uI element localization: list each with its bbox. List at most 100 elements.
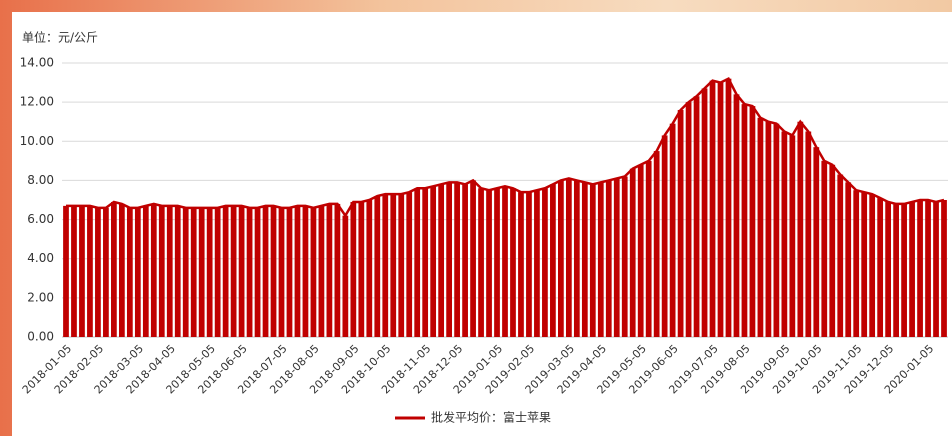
bar — [789, 135, 795, 337]
y-tick-label: 10.00 — [20, 134, 54, 148]
bar — [215, 208, 221, 337]
bar — [718, 83, 724, 337]
bar — [127, 208, 133, 337]
bar — [702, 88, 708, 337]
bar — [390, 194, 396, 337]
bar — [630, 169, 636, 337]
bar — [398, 194, 404, 337]
bar — [183, 208, 189, 337]
bar — [925, 200, 931, 337]
bar — [486, 190, 492, 337]
bar — [758, 118, 764, 337]
bar — [454, 182, 460, 337]
bar — [95, 208, 101, 337]
bar — [87, 206, 93, 337]
bar — [654, 151, 660, 337]
bar — [885, 202, 891, 337]
bar — [191, 208, 197, 337]
bar — [606, 180, 612, 337]
bar — [566, 178, 572, 337]
y-tick-label: 14.00 — [20, 56, 54, 70]
bar — [63, 206, 69, 337]
y-tick-label: 8.00 — [27, 173, 54, 187]
bar — [494, 188, 500, 337]
bar — [845, 182, 851, 337]
bar — [311, 208, 317, 337]
bar — [79, 206, 85, 337]
bar — [829, 165, 835, 337]
bar — [119, 204, 125, 337]
bar — [797, 122, 803, 337]
bar — [263, 206, 269, 337]
bar — [734, 94, 740, 337]
bar — [199, 208, 205, 337]
bar — [207, 208, 213, 337]
bar — [909, 202, 915, 337]
bar — [694, 96, 700, 337]
y-tick-label: 6.00 — [27, 212, 54, 226]
bar — [255, 208, 261, 337]
bar — [247, 208, 253, 337]
bar — [462, 184, 468, 337]
bar — [526, 192, 532, 337]
bar — [319, 206, 325, 337]
bar — [223, 206, 229, 337]
bar — [901, 204, 907, 337]
bar — [143, 206, 149, 337]
bar — [742, 104, 748, 337]
bar — [239, 206, 245, 337]
bar — [279, 208, 285, 337]
bar — [662, 135, 668, 337]
bar — [726, 79, 732, 337]
bar — [342, 216, 348, 337]
bar — [231, 206, 237, 337]
bar — [861, 192, 867, 337]
bar — [813, 147, 819, 337]
bar — [646, 161, 652, 337]
bar — [438, 184, 444, 337]
bar — [750, 106, 756, 337]
unit-label: 单位：元/公斤 — [22, 30, 98, 45]
bar — [430, 186, 436, 337]
bar — [271, 206, 277, 337]
bar — [350, 202, 356, 337]
bar — [167, 206, 173, 337]
bar — [574, 180, 580, 337]
bar — [933, 202, 939, 337]
bar — [877, 198, 883, 337]
bar — [103, 208, 109, 337]
bar — [406, 192, 412, 337]
bar — [558, 180, 564, 337]
bar — [686, 102, 692, 337]
bar — [670, 124, 676, 337]
y-tick-label: 2.00 — [27, 290, 54, 304]
bar — [550, 184, 556, 337]
bar — [111, 202, 117, 337]
bar — [518, 192, 524, 337]
bar — [893, 204, 899, 337]
bar — [941, 200, 947, 337]
bar — [837, 175, 843, 337]
bar — [542, 188, 548, 337]
bar — [590, 184, 596, 337]
bar — [478, 188, 484, 337]
bar — [470, 180, 476, 337]
bar — [534, 190, 540, 337]
bar — [135, 208, 141, 337]
bar — [446, 182, 452, 337]
bar — [614, 178, 620, 337]
bar — [422, 188, 428, 337]
bar — [358, 202, 364, 337]
bar — [295, 206, 301, 337]
bar — [869, 194, 875, 337]
y-tick-label: 4.00 — [27, 251, 54, 265]
bar — [510, 188, 516, 337]
bar — [774, 124, 780, 337]
bar — [382, 194, 388, 337]
bar — [335, 204, 341, 337]
bar — [414, 188, 420, 337]
bar — [781, 132, 787, 338]
bar — [917, 200, 923, 337]
legend-label: 批发平均价：富士苹果 — [431, 410, 551, 425]
bar — [159, 206, 165, 337]
